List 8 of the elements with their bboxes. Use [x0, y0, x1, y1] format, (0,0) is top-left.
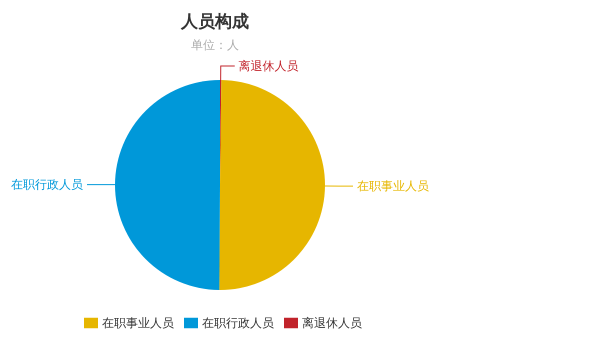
legend-label: 离退休人员 — [302, 316, 362, 330]
legend-label: 在职行政人员 — [202, 316, 274, 330]
slice-label: 在职事业人员 — [356, 179, 429, 194]
slice-label: 离退休人员 — [238, 59, 299, 73]
legend-label: 在职事业人员 — [102, 316, 174, 330]
chart-title: 人员构成 — [180, 11, 250, 33]
slice-label: 在职行政人员 — [11, 178, 83, 192]
chart-subtitle: 单位：人 — [190, 37, 240, 54]
